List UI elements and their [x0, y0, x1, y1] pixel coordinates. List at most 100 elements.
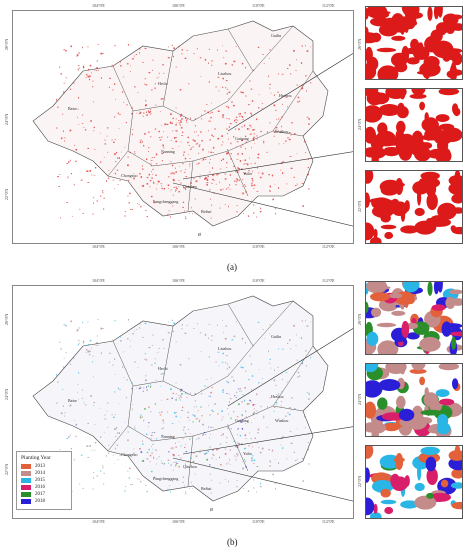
cultivation-pixel: [238, 388, 239, 390]
cultivation-pixel: [78, 52, 80, 54]
cultivation-pixel: [87, 46, 89, 48]
cultivation-pixel: [119, 454, 121, 457]
plantation-patch: [440, 479, 449, 488]
cultivation-pixel: [186, 118, 189, 120]
cultivation-pixel: [190, 182, 192, 184]
cultivation-pixel: [125, 397, 127, 399]
plantation-patch: [431, 304, 446, 311]
cultivation-pixel: [155, 438, 158, 440]
cultivation-pixel: [112, 179, 115, 181]
cultivation-pixel: [301, 362, 304, 365]
cultivation-pixel: [249, 399, 251, 402]
cultivation-pixel: [269, 122, 271, 124]
cultivation-pixel: [87, 147, 89, 149]
cultivation-pixel: [92, 449, 94, 451]
cultivation-pixel: [194, 198, 196, 200]
cultivation-pixel: [209, 198, 211, 200]
cultivation-pixel: [280, 169, 282, 171]
lon-tick: 106°0'E: [172, 3, 185, 8]
cultivation-pixel: [251, 100, 254, 102]
cultivation-pixel: [149, 454, 152, 457]
cultivation-pixel: [183, 429, 185, 431]
cultivation-pixel: [188, 419, 190, 421]
inset-lat-label: 26°0'N: [357, 313, 362, 325]
cultivation-pixel: [173, 187, 175, 188]
cultivation-pixel: [189, 158, 191, 159]
cultivation-pixel: [173, 455, 175, 457]
cultivation-pixel: [163, 188, 166, 190]
cultivation-pixel: [269, 49, 271, 51]
cultivation-pixel: [263, 416, 265, 419]
cultivation-pixel: [124, 211, 126, 212]
cultivation-pixel: [171, 423, 174, 424]
cultivation-pixel: [256, 466, 259, 467]
cultivation-pixel: [70, 88, 72, 90]
cultivation-pixel: [190, 481, 192, 484]
cultivation-pixel: [203, 432, 206, 433]
cultivation-pixel: [226, 128, 228, 130]
cultivation-pixel: [128, 477, 130, 479]
cultivation-pixel: [161, 462, 163, 464]
cultivation-pixel: [170, 491, 171, 493]
cultivation-pixel: [227, 133, 228, 135]
cultivation-pixel: [102, 53, 104, 54]
cultivation-pixel: [290, 134, 292, 136]
cultivation-pixel: [274, 184, 276, 185]
cultivation-pixel: [194, 400, 196, 402]
cultivation-pixel: [155, 174, 157, 176]
cultivation-pixel: [127, 195, 129, 197]
cultivation-pixel: [137, 92, 139, 94]
cultivation-pixel: [234, 180, 236, 182]
cultivation-pixel: [274, 369, 275, 372]
cultivation-pixel: [189, 433, 191, 434]
cultivation-pixel: [239, 115, 241, 117]
cultivation-pixel: [185, 217, 187, 220]
cultivation-pixel: [150, 109, 152, 110]
cultivation-pixel: [196, 438, 198, 440]
cultivation-pixel: [104, 139, 106, 141]
plantation-patch: [378, 379, 401, 391]
cultivation-pixel: [154, 358, 156, 360]
cultivation-pixel: [159, 414, 162, 416]
cultivation-pixel: [82, 46, 83, 49]
cultivation-pixel: [151, 69, 153, 71]
cultivation-pixel: [185, 463, 186, 466]
cultivation-pixel: [242, 186, 244, 187]
cultivation-pixel: [212, 411, 214, 412]
cultivation-pixel: [94, 344, 96, 346]
caption-b: (b): [227, 537, 238, 547]
cultivation-pixel: [180, 416, 182, 418]
cultivation-pixel: [166, 488, 169, 490]
cultivation-pixel: [178, 397, 180, 399]
cultivation-pixel: [229, 449, 231, 451]
inset-b1: [365, 281, 463, 355]
cultivation-pixel: [155, 128, 157, 129]
cultivation-pixel: [295, 185, 297, 186]
cultivation-pixel: [116, 169, 119, 171]
cultivation-pixel: [281, 348, 284, 350]
cultivation-pixel: [237, 171, 239, 173]
cultivation-pixel: [310, 321, 311, 323]
figure-a: Guilin Hechi Liuzhou Baise Hezhou Nannin…: [4, 3, 463, 272]
cultivation-pixel: [289, 64, 291, 66]
plantation-patch: [433, 282, 439, 295]
cultivation-pixel: [235, 184, 237, 186]
plantation-patch: [376, 47, 397, 53]
cultivation-pixel: [209, 464, 211, 466]
cultivation-pixel: [287, 412, 289, 414]
cultivation-pixel: [308, 433, 309, 435]
cultivation-pixel: [280, 405, 282, 407]
cultivation-pixel: [144, 353, 146, 355]
cultivation-pixel: [139, 448, 141, 450]
cultivation-pixel: [130, 65, 131, 67]
cultivation-pixel: [190, 392, 191, 395]
cultivation-pixel: [178, 395, 180, 396]
cultivation-pixel: [113, 416, 115, 418]
cultivation-pixel: [154, 83, 156, 85]
cultivation-pixel: [72, 490, 73, 492]
cultivation-pixel: [93, 101, 94, 103]
cultivation-pixel: [142, 415, 143, 418]
cultivation-pixel: [254, 418, 255, 419]
cultivation-pixel: [195, 455, 198, 458]
plantation-patch: [448, 450, 462, 461]
